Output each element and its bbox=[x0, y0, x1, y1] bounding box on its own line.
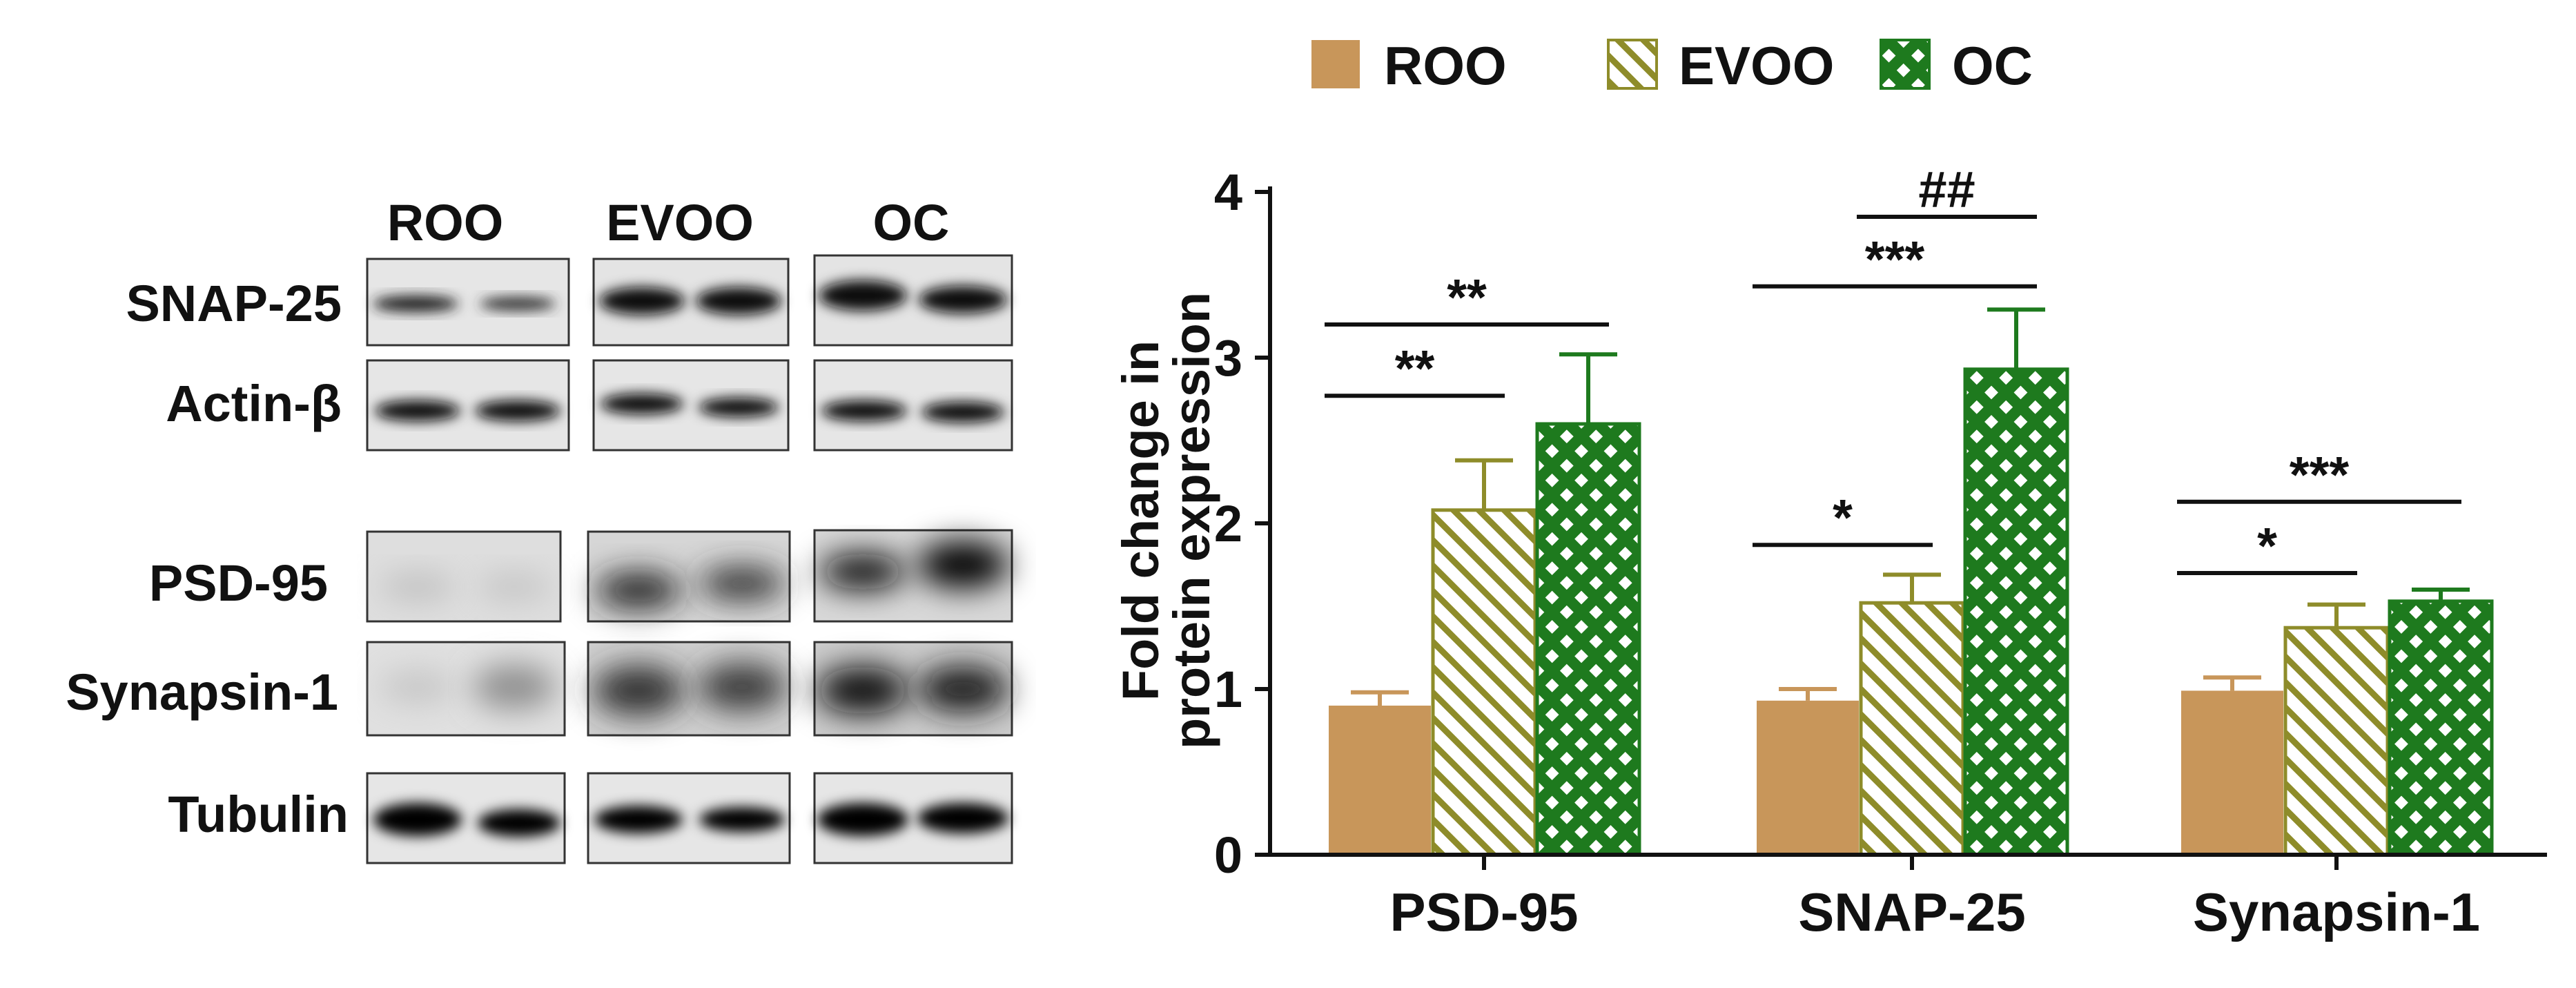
y-tick-label: 4 bbox=[1214, 164, 1242, 221]
error-bar-layer bbox=[1351, 307, 2470, 706]
blot-row-label-snap25: SNAP-25 bbox=[126, 275, 342, 332]
axes-layer bbox=[1268, 186, 2547, 857]
legend-label-roo: ROO bbox=[1384, 35, 1507, 96]
western-blot-panel: ROO EVOO OC SNAP-25 Actin-β PSD-95 Synap… bbox=[66, 194, 1013, 864]
x-tick-label-snap25: SNAP-25 bbox=[1798, 882, 2025, 942]
y-tick-label: 0 bbox=[1214, 826, 1242, 884]
significance-label: *** bbox=[2290, 446, 2350, 503]
blot-group-label-oc: OC bbox=[873, 194, 950, 251]
significance-label: * bbox=[2257, 517, 2277, 574]
bar-roo-snap25 bbox=[1757, 700, 1859, 855]
bar-oc-psd95 bbox=[1535, 422, 1641, 857]
blot-strip-tubulin bbox=[366, 772, 1013, 864]
x-tick-label-psd95: PSD-95 bbox=[1389, 882, 1578, 942]
y-tick-label: 1 bbox=[1214, 661, 1242, 718]
bar-evoo-synapsin1 bbox=[2283, 626, 2390, 857]
y-tick-layer: 0 1 2 3 4 bbox=[1214, 164, 1270, 884]
y-axis-label-line1: Fold change in bbox=[1112, 340, 1169, 701]
y-axis-label-line2: protein expression bbox=[1163, 292, 1220, 749]
legend-label-oc: OC bbox=[1952, 35, 2033, 96]
blot-strip-actin bbox=[366, 359, 1013, 452]
y-tick-label: 3 bbox=[1214, 329, 1242, 387]
legend-label-evoo: EVOO bbox=[1679, 35, 1834, 96]
bar-roo-psd95 bbox=[1329, 706, 1431, 855]
blot-row-label-actin: Actin-β bbox=[166, 375, 342, 432]
x-tick-label-synapsin1: Synapsin-1 bbox=[2193, 882, 2480, 942]
y-tick-label: 2 bbox=[1214, 495, 1242, 552]
significance-label: ## bbox=[1918, 161, 1975, 218]
blot-row-label-synapsin1: Synapsin-1 bbox=[66, 663, 338, 721]
x-tick-label-layer: PSD-95 SNAP-25 Synapsin-1 bbox=[1389, 855, 2480, 942]
bar-roo-synapsin1 bbox=[2181, 690, 2283, 855]
blot-strip-synapsin1 bbox=[366, 641, 1013, 737]
significance-label: *** bbox=[1865, 231, 1925, 288]
legend-swatch-roo bbox=[1311, 40, 1360, 88]
significance-label: ** bbox=[1395, 340, 1435, 397]
significance-label: * bbox=[1833, 489, 1853, 546]
bar-oc-snap25 bbox=[1963, 367, 2069, 857]
blot-strip-snap25 bbox=[366, 254, 1013, 347]
blot-group-label-evoo: EVOO bbox=[606, 194, 754, 251]
bar-evoo-snap25 bbox=[1859, 601, 1965, 857]
legend-swatch-evoo bbox=[1607, 39, 1658, 90]
blot-row-label-tubulin: Tubulin bbox=[168, 786, 349, 843]
significance-label: ** bbox=[1447, 269, 1487, 326]
bar-layer bbox=[1329, 367, 2494, 857]
blot-strip-psd95 bbox=[366, 529, 1013, 623]
blot-row-label-psd95: PSD-95 bbox=[149, 554, 328, 612]
bar-oc-synapsin1 bbox=[2388, 599, 2494, 857]
bar-evoo-psd95 bbox=[1431, 508, 1537, 857]
legend-swatch-oc bbox=[1880, 39, 1931, 90]
blot-group-label-roo: ROO bbox=[387, 194, 504, 251]
chart-legend: ROO EVOO OC bbox=[1311, 35, 2033, 96]
significance-layer: ********##**** bbox=[1325, 161, 2461, 575]
